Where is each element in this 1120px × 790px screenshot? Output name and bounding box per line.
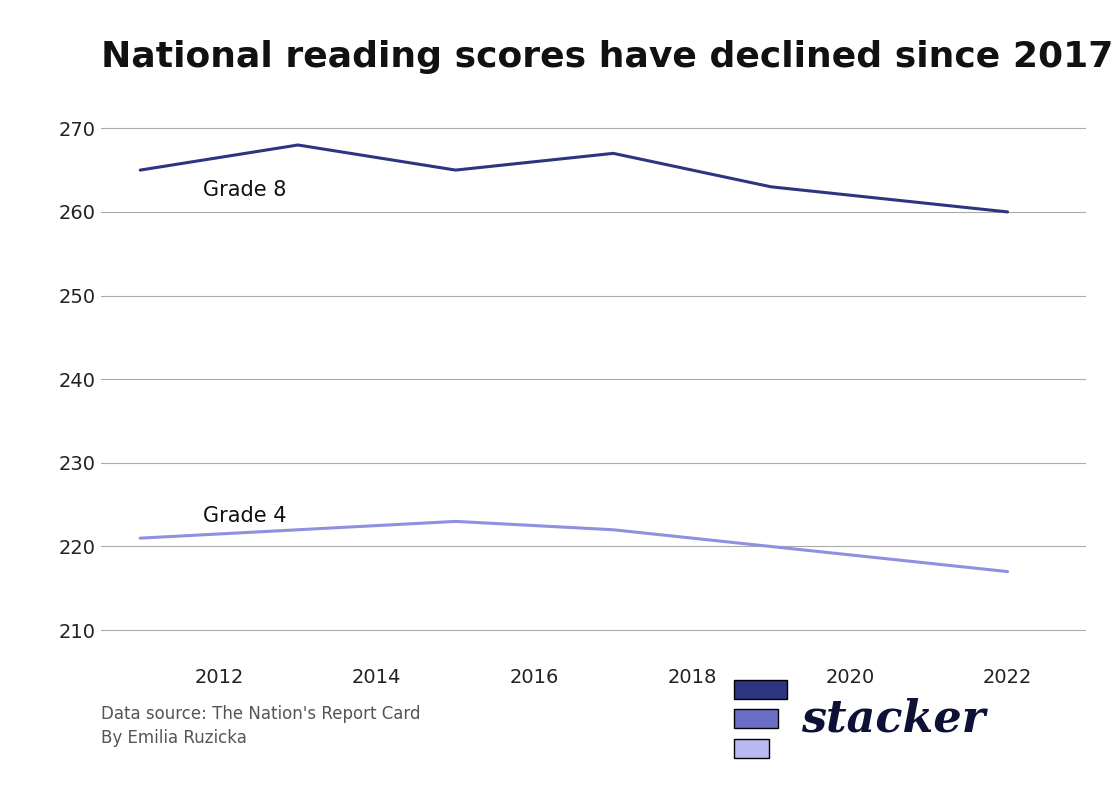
Text: National reading scores have declined since 2017: National reading scores have declined si… — [101, 40, 1113, 74]
Text: stacker: stacker — [801, 698, 986, 740]
Text: Data source: The Nation's Report Card: Data source: The Nation's Report Card — [101, 705, 420, 723]
Text: By Emilia Ruzicka: By Emilia Ruzicka — [101, 728, 246, 747]
Text: Grade 4: Grade 4 — [204, 506, 287, 525]
Text: Grade 8: Grade 8 — [204, 180, 287, 200]
